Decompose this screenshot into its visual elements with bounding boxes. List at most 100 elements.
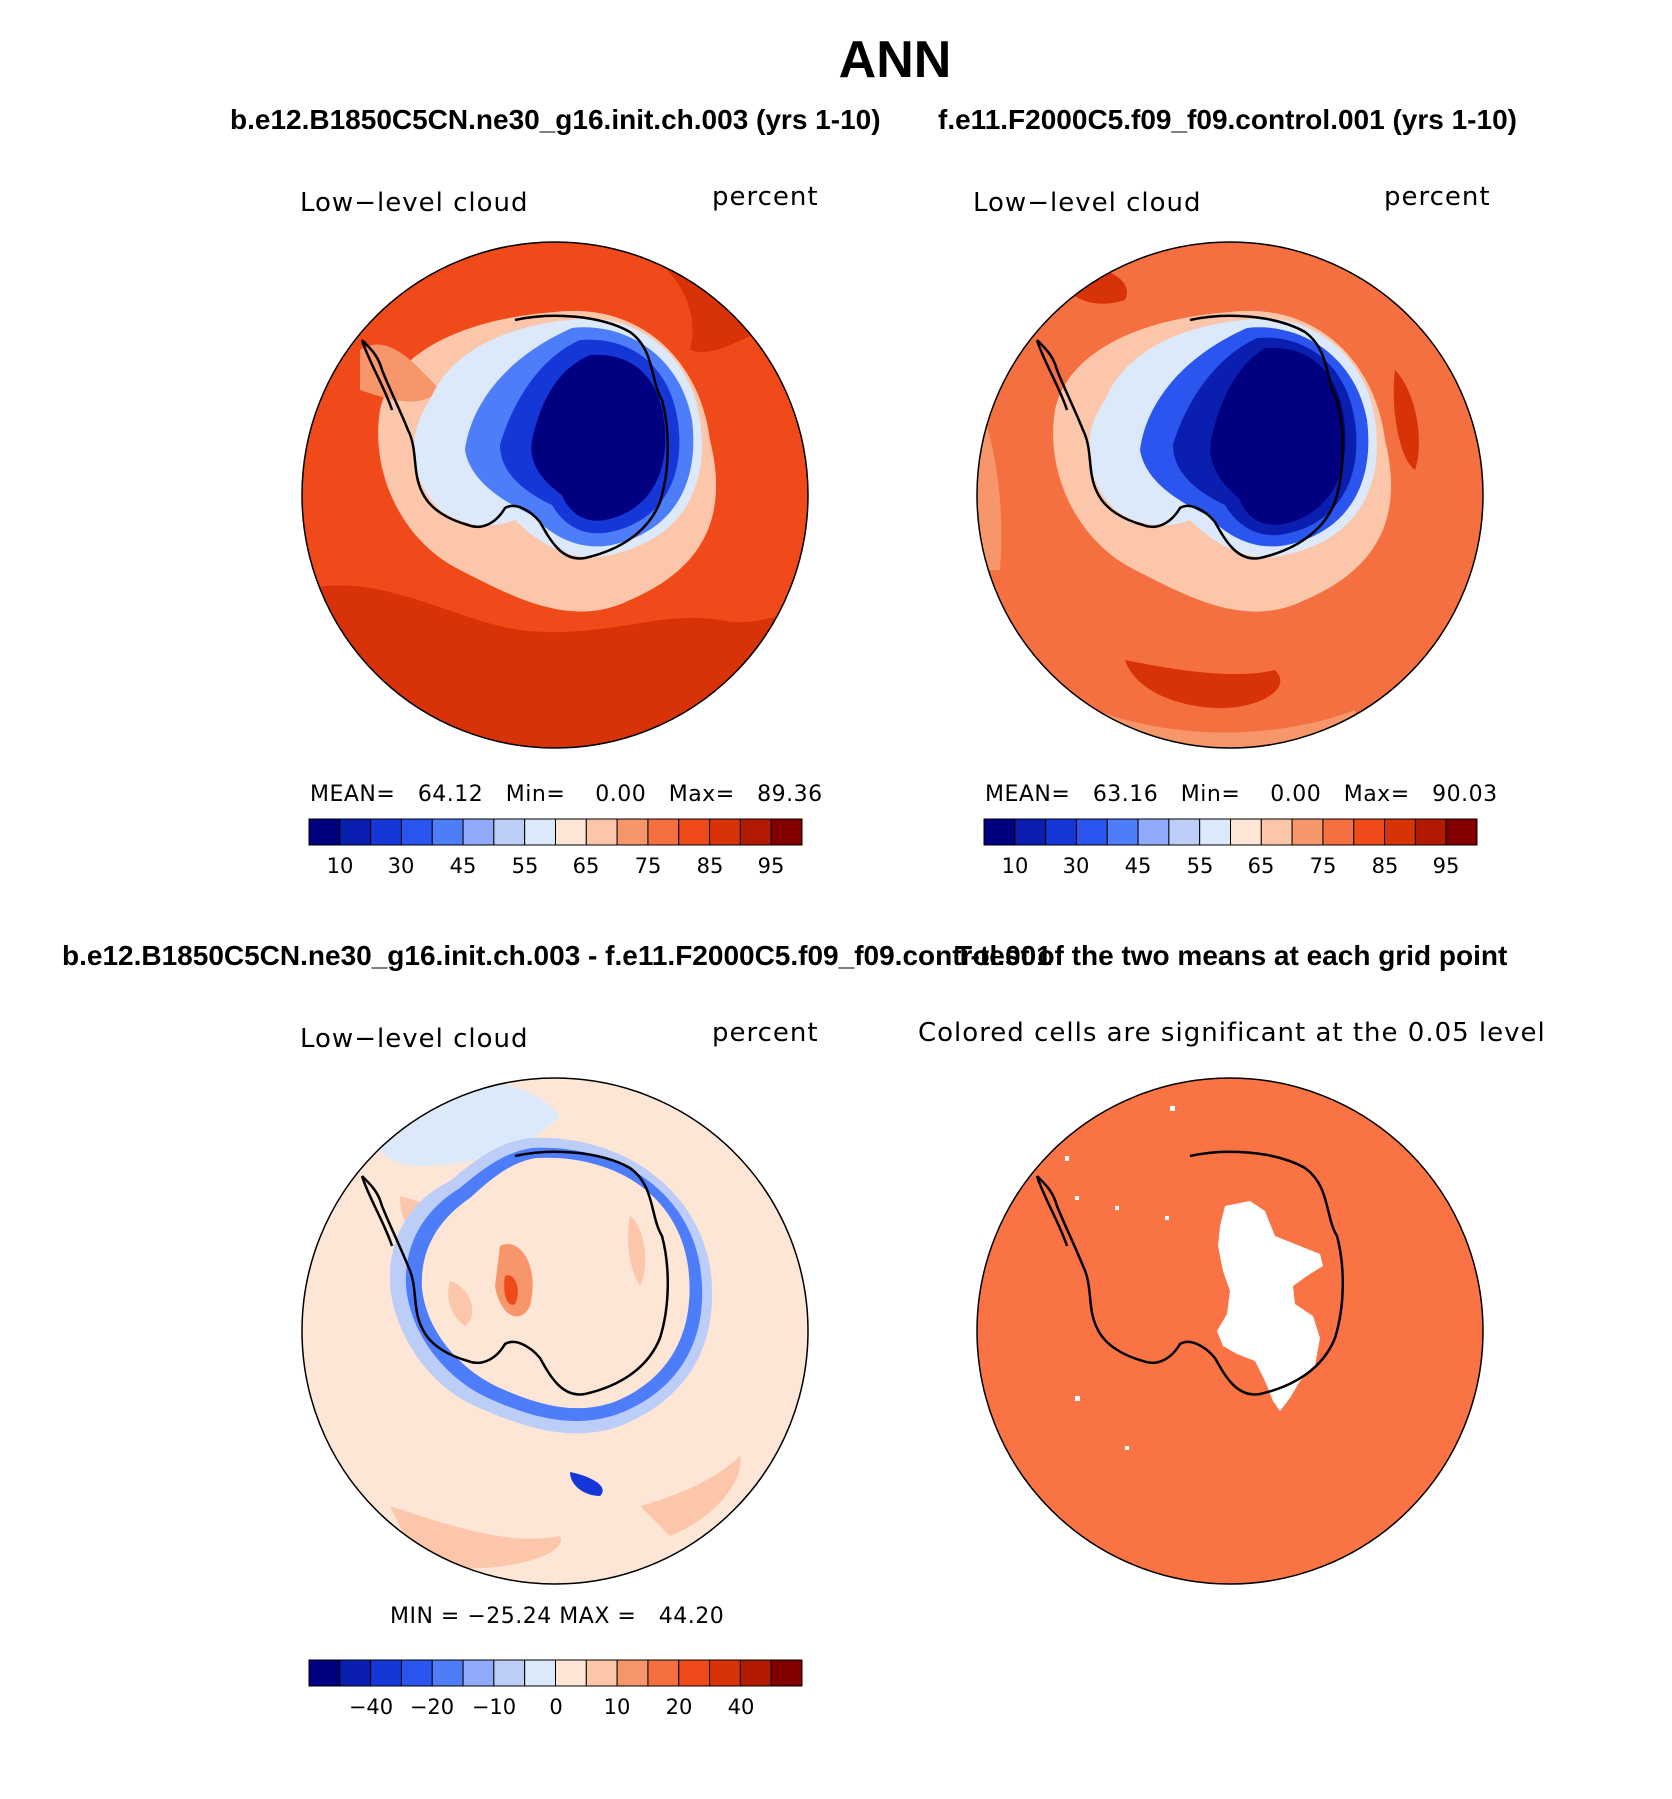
model1-tick: 65: [572, 854, 600, 878]
colorbar-swatch: [647, 818, 680, 846]
diff-max-value: 44.20: [658, 1604, 725, 1629]
model1-case-title: b.e12.B1850C5CN.ne30_g16.init.ch.003 (yr…: [230, 104, 881, 135]
model1-stats-line: MEAN= 64.12 Min= 0.00 Max= 89.36: [310, 782, 823, 807]
colorbar-swatch: [400, 1659, 433, 1687]
model1-min-value: 0.00: [595, 782, 647, 807]
diff-coastline: [360, 1150, 670, 1396]
colorbar-swatch: [524, 818, 556, 846]
colorbar-swatch: [308, 1659, 341, 1687]
colorbar-swatch: [1168, 818, 1201, 846]
colorbar-swatch: [1230, 818, 1262, 846]
model1-tick: 85: [696, 854, 724, 878]
model1-tick: 45: [449, 854, 477, 878]
colorbar-swatch: [616, 1659, 649, 1687]
diff-colorbar: [308, 1659, 803, 1687]
colorbar-swatch: [709, 818, 741, 846]
diff-stats-line: MIN = −25.24 MAX = 44.20: [390, 1604, 724, 1629]
diff-tick: 40: [727, 1695, 755, 1719]
colorbar-swatch: [1137, 818, 1170, 846]
model1-variable-label: Low−level cloud: [300, 188, 529, 218]
ttest-subtitle: Colored cells are significant at the 0.0…: [918, 1018, 1546, 1048]
model2-variable-label: Low−level cloud: [973, 188, 1202, 218]
model1-tick: 95: [757, 854, 785, 878]
diff-tick: 20: [665, 1695, 693, 1719]
ttest-not-significant-area: [1217, 1201, 1323, 1411]
colorbar-swatch: [770, 818, 803, 846]
colorbar-swatch: [370, 1659, 402, 1687]
colorbar-swatch: [647, 1659, 680, 1687]
model2-tick: 45: [1124, 854, 1152, 878]
colorbar-swatch: [983, 818, 1016, 846]
model1-tick: 75: [634, 854, 662, 878]
diff-min-label: MIN =: [390, 1604, 460, 1629]
colorbar-swatch: [431, 1659, 464, 1687]
diff-units-label: percent: [712, 1018, 819, 1048]
model1-polar-map: [301, 241, 809, 749]
model2-stats-line: MEAN= 63.16 Min= 0.00 Max= 90.03: [985, 782, 1498, 807]
colorbar-swatch: [1414, 818, 1447, 846]
diff-variable-label: Low−level cloud: [300, 1024, 529, 1054]
colorbar-swatch: [462, 818, 495, 846]
model2-case-title: f.e11.F2000C5.f09_f09.control.001 (yrs 1…: [938, 104, 1517, 135]
colorbar-swatch: [1260, 818, 1293, 846]
diff-tick: −20: [409, 1695, 455, 1719]
colorbar-swatch: [616, 818, 649, 846]
model2-tick: 30: [1062, 854, 1090, 878]
colorbar-swatch: [739, 1659, 772, 1687]
diff-min-value: −25.24: [467, 1604, 552, 1629]
model2-mean-value: 63.16: [1092, 782, 1159, 807]
colorbar-swatch: [400, 818, 433, 846]
colorbar-swatch: [585, 1659, 618, 1687]
model1-high-cloud-band: [302, 585, 808, 748]
model1-min-label: Min=: [505, 782, 566, 807]
model1-colorbar: [308, 818, 803, 846]
model2-mean-label: MEAN=: [985, 782, 1071, 807]
model1-tick: 55: [511, 854, 539, 878]
colorbar-swatch: [1199, 818, 1231, 846]
model2-coastline: [1035, 314, 1345, 560]
model2-tick: 55: [1186, 854, 1214, 878]
colorbar-swatch: [1045, 818, 1077, 846]
colorbar-swatch: [1353, 818, 1386, 846]
model1-max-label: Max=: [668, 782, 735, 807]
colorbar-swatch: [493, 1659, 526, 1687]
diff-tick: −10: [471, 1695, 517, 1719]
diff-tick: −40: [348, 1695, 394, 1719]
colorbar-swatch: [339, 818, 372, 846]
ttest-case-title: T-test of the two means at each grid poi…: [955, 940, 1508, 971]
model1-units-label: percent: [712, 182, 819, 212]
colorbar-swatch: [555, 1659, 587, 1687]
diff-case-title: b.e12.B1850C5CN.ne30_g16.init.ch.003 - f…: [62, 940, 1052, 971]
model2-tick: 95: [1432, 854, 1460, 878]
model1-tick: 30: [387, 854, 415, 878]
diff-polar-map: [301, 1077, 809, 1585]
colorbar-swatch: [493, 818, 526, 846]
colorbar-swatch: [678, 818, 711, 846]
colorbar-swatch: [431, 818, 464, 846]
diff-tick: 0: [549, 1695, 563, 1719]
colorbar-swatch: [1291, 818, 1324, 846]
model1-max-value: 89.36: [757, 782, 823, 807]
colorbar-swatch: [709, 1659, 741, 1687]
diff-max-label: MAX =: [559, 1604, 637, 1629]
colorbar-swatch: [1322, 818, 1355, 846]
diff-colorbar-ticks: −40 −20 −10 0 10 20 40: [309, 1695, 802, 1725]
colorbar-swatch: [1075, 818, 1108, 846]
diff-tick: 10: [603, 1695, 631, 1719]
model1-mean-value: 64.12: [417, 782, 484, 807]
colorbar-swatch: [1445, 818, 1478, 846]
model2-max-value: 90.03: [1432, 782, 1498, 807]
colorbar-swatch: [308, 818, 341, 846]
model1-tick: 10: [326, 854, 354, 878]
colorbar-swatch: [370, 818, 402, 846]
model2-tick: 85: [1371, 854, 1399, 878]
colorbar-swatch: [678, 1659, 711, 1687]
ttest-polar-map: [976, 1077, 1484, 1585]
model2-tick: 10: [1001, 854, 1029, 878]
colorbar-swatch: [770, 1659, 803, 1687]
model2-min-value: 0.00: [1270, 782, 1322, 807]
model2-colorbar: [983, 818, 1478, 846]
colorbar-swatch: [462, 1659, 495, 1687]
colorbar-swatch: [1014, 818, 1047, 846]
model1-coastline: [360, 314, 670, 560]
